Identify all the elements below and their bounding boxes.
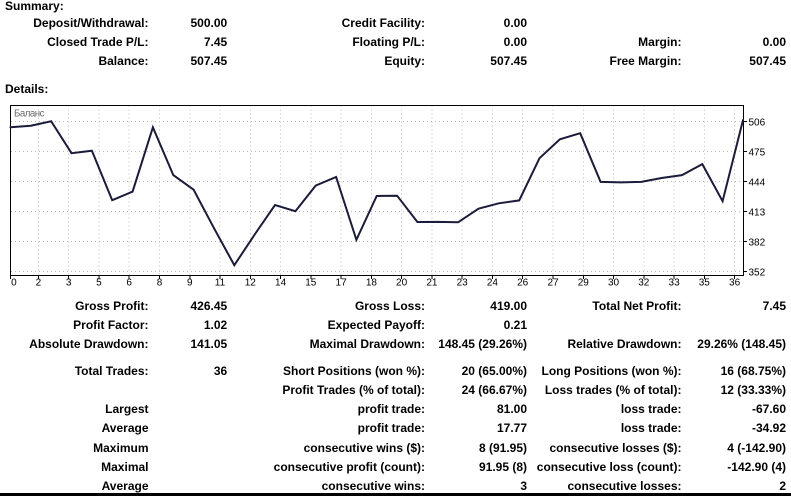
svg-text:11: 11: [215, 278, 226, 289]
svg-text:413: 413: [749, 208, 766, 219]
svg-text:29: 29: [578, 278, 590, 289]
svg-text:Баланс: Баланс: [14, 109, 45, 120]
svg-text:475: 475: [749, 148, 766, 159]
svg-text:6: 6: [126, 278, 132, 289]
svg-text:36: 36: [729, 278, 741, 289]
svg-text:30: 30: [608, 278, 620, 289]
svg-text:0: 0: [11, 278, 17, 289]
svg-text:3: 3: [66, 278, 72, 289]
svg-text:352: 352: [749, 268, 766, 279]
svg-text:26: 26: [517, 278, 529, 289]
svg-text:15: 15: [305, 278, 317, 289]
svg-text:8: 8: [157, 278, 163, 289]
svg-text:33: 33: [669, 278, 681, 289]
svg-text:23: 23: [457, 278, 469, 289]
svg-text:444: 444: [749, 178, 766, 189]
svg-text:18: 18: [366, 278, 378, 289]
svg-text:9: 9: [187, 278, 193, 289]
svg-text:20: 20: [396, 278, 408, 289]
svg-text:506: 506: [749, 118, 766, 129]
svg-text:27: 27: [547, 278, 559, 289]
svg-text:17: 17: [336, 278, 348, 289]
svg-text:21: 21: [426, 278, 438, 289]
svg-text:2: 2: [36, 278, 42, 289]
svg-text:382: 382: [749, 238, 766, 249]
svg-text:32: 32: [638, 278, 650, 289]
svg-text:35: 35: [699, 278, 711, 289]
svg-text:24: 24: [487, 278, 499, 289]
svg-text:12: 12: [245, 278, 257, 289]
svg-text:5: 5: [96, 278, 102, 289]
svg-text:14: 14: [275, 278, 287, 289]
